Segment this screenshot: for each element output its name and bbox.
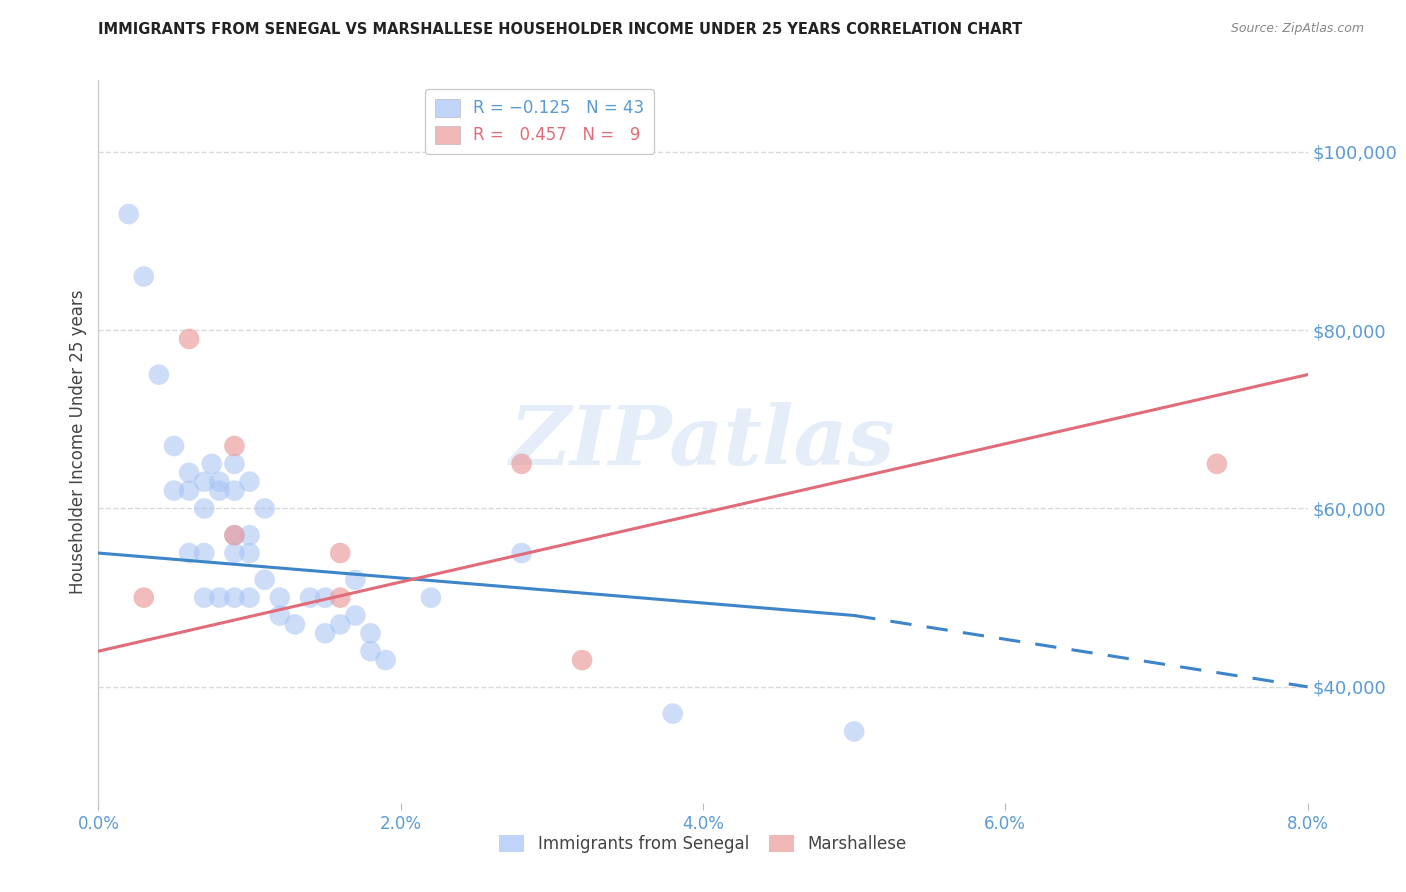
Point bbox=[314, 591, 336, 605]
Point bbox=[269, 608, 291, 623]
Point bbox=[510, 457, 533, 471]
Point bbox=[239, 591, 262, 605]
Point bbox=[118, 207, 141, 221]
Point bbox=[208, 591, 231, 605]
Point bbox=[661, 706, 683, 721]
Point bbox=[224, 439, 246, 453]
Point bbox=[179, 466, 201, 480]
Point bbox=[329, 617, 352, 632]
Point bbox=[201, 457, 224, 471]
Point bbox=[224, 483, 246, 498]
Point bbox=[132, 269, 155, 284]
Point bbox=[224, 591, 246, 605]
Point bbox=[571, 653, 593, 667]
Point bbox=[193, 591, 215, 605]
Text: ZIPatlas: ZIPatlas bbox=[510, 401, 896, 482]
Point bbox=[208, 483, 231, 498]
Point bbox=[208, 475, 231, 489]
Legend: Immigrants from Senegal, Marshallese: Immigrants from Senegal, Marshallese bbox=[492, 828, 914, 860]
Text: IMMIGRANTS FROM SENEGAL VS MARSHALLESE HOUSEHOLDER INCOME UNDER 25 YEARS CORRELA: IMMIGRANTS FROM SENEGAL VS MARSHALLESE H… bbox=[98, 22, 1022, 37]
Point bbox=[224, 528, 246, 542]
Point bbox=[329, 591, 352, 605]
Point bbox=[344, 573, 367, 587]
Point bbox=[239, 475, 262, 489]
Point bbox=[224, 528, 246, 542]
Point bbox=[193, 546, 215, 560]
Y-axis label: Householder Income Under 25 years: Householder Income Under 25 years bbox=[69, 289, 87, 594]
Point bbox=[163, 483, 186, 498]
Point bbox=[284, 617, 307, 632]
Point bbox=[224, 457, 246, 471]
Point bbox=[420, 591, 443, 605]
Point bbox=[253, 501, 276, 516]
Point bbox=[360, 644, 382, 658]
Point bbox=[360, 626, 382, 640]
Point bbox=[179, 483, 201, 498]
Point bbox=[148, 368, 170, 382]
Point bbox=[344, 608, 367, 623]
Point bbox=[224, 546, 246, 560]
Point bbox=[179, 332, 201, 346]
Point bbox=[239, 546, 262, 560]
Point bbox=[179, 546, 201, 560]
Point bbox=[132, 591, 155, 605]
Point bbox=[239, 528, 262, 542]
Point bbox=[329, 546, 352, 560]
Point bbox=[253, 573, 276, 587]
Point bbox=[269, 591, 291, 605]
Point bbox=[193, 475, 215, 489]
Point bbox=[314, 626, 336, 640]
Point bbox=[510, 546, 533, 560]
Point bbox=[163, 439, 186, 453]
Point bbox=[844, 724, 866, 739]
Text: Source: ZipAtlas.com: Source: ZipAtlas.com bbox=[1230, 22, 1364, 36]
Point bbox=[1206, 457, 1229, 471]
Point bbox=[193, 501, 215, 516]
Point bbox=[299, 591, 322, 605]
Point bbox=[374, 653, 396, 667]
